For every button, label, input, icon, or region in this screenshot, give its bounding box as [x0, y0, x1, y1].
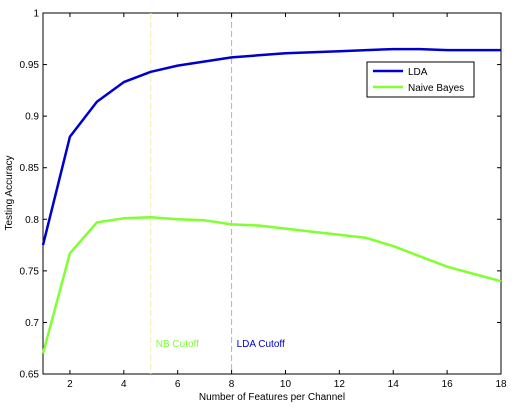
x-tick-label: 2 [67, 379, 73, 390]
x-tick-label: 16 [442, 379, 454, 390]
y-tick-label: 0.7 [25, 318, 39, 329]
series-line-naive-bayes [41, 215, 502, 354]
legend-box [366, 61, 475, 98]
nb-cutoff-label: NB Cutoff [156, 339, 199, 350]
tick-labels: 2 4 6 8 10 12 14 16 18 0.65 0.7 0.75 0.8 0.85 0.9 0.95 1 [20, 9, 507, 391]
x-tick-label: 14 [388, 379, 400, 390]
x-tick-label: 6 [175, 379, 181, 390]
legend-label-lda: LDA [408, 67, 428, 78]
legend-label-naive-bayes: Naive Bayes [408, 83, 464, 94]
x-tick-label: 8 [229, 379, 235, 390]
x-axis-title: Number of Features per Channel [199, 392, 345, 403]
cutoff-lines [150, 13, 233, 374]
x-tick-label: 18 [495, 379, 507, 390]
x-tick-label: 4 [121, 379, 127, 390]
lda-cutoff-label: LDA Cutoff [237, 339, 285, 350]
y-axis-title: Testing Accuracy [4, 155, 15, 230]
y-tick-label: 0.65 [20, 370, 40, 381]
x-tick-label: 10 [280, 379, 292, 390]
y-tick-label: 0.75 [20, 266, 40, 277]
y-tick-label: 0.85 [20, 163, 40, 174]
y-tick-label: 0.95 [20, 60, 40, 71]
axis-ticks [43, 12, 502, 375]
x-tick-label: 12 [334, 379, 346, 390]
legend: LDA Naive Bayes [366, 61, 475, 98]
series-line-lda [41, 47, 501, 246]
series-lines [41, 47, 502, 354]
cutoff-annotations: NB Cutoff LDA Cutoff [156, 339, 285, 350]
y-tick-label: 0.8 [25, 215, 39, 226]
y-tick-label: 1 [33, 9, 39, 20]
y-tick-label: 0.9 [25, 112, 39, 123]
